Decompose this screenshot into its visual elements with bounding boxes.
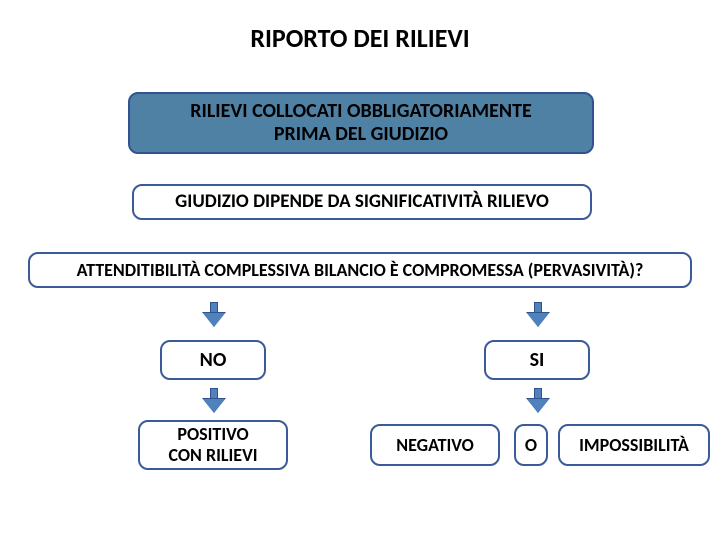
box-text: O: [525, 435, 537, 456]
box-no: NO: [160, 340, 266, 380]
arrow-down-icon: [527, 388, 549, 414]
box-si: SI: [484, 340, 590, 380]
box-positivo-con-rilievi: POSITIVOCON RILIEVI: [138, 420, 288, 470]
box-impossibilita: IMPOSSIBILITÀ: [558, 424, 710, 466]
box-o-connector: O: [514, 424, 548, 466]
box-text: NEGATIVO: [396, 435, 474, 456]
box-text: RILIEVI COLLOCATI OBBLIGATORIAMENTEPRIMA…: [190, 100, 531, 146]
box-text: IMPOSSIBILITÀ: [579, 435, 689, 456]
arrow-down-icon: [527, 302, 549, 328]
box-text: ATTENDITIBILITÀ COMPLESSIVA BILANCIO È C…: [77, 260, 644, 281]
arrow-down-icon: [203, 388, 225, 414]
box-negativo: NEGATIVO: [370, 424, 500, 466]
box-giudizio-dipende: GIUDIZIO DIPENDE DA SIGNIFICATIVITÀ RILI…: [132, 184, 592, 220]
box-text: GIUDIZIO DIPENDE DA SIGNIFICATIVITÀ RILI…: [175, 191, 549, 213]
arrow-down-icon: [203, 302, 225, 328]
box-text: NO: [200, 349, 227, 372]
box-text: POSITIVOCON RILIEVI: [168, 424, 257, 465]
box-rilievi-collocati: RILIEVI COLLOCATI OBBLIGATORIAMENTEPRIMA…: [128, 92, 594, 154]
box-attenditibilita: ATTENDITIBILITÀ COMPLESSIVA BILANCIO È C…: [28, 252, 692, 288]
page-title: RIPORTO DEI RILIEVI: [0, 22, 720, 54]
box-text: SI: [530, 349, 545, 372]
